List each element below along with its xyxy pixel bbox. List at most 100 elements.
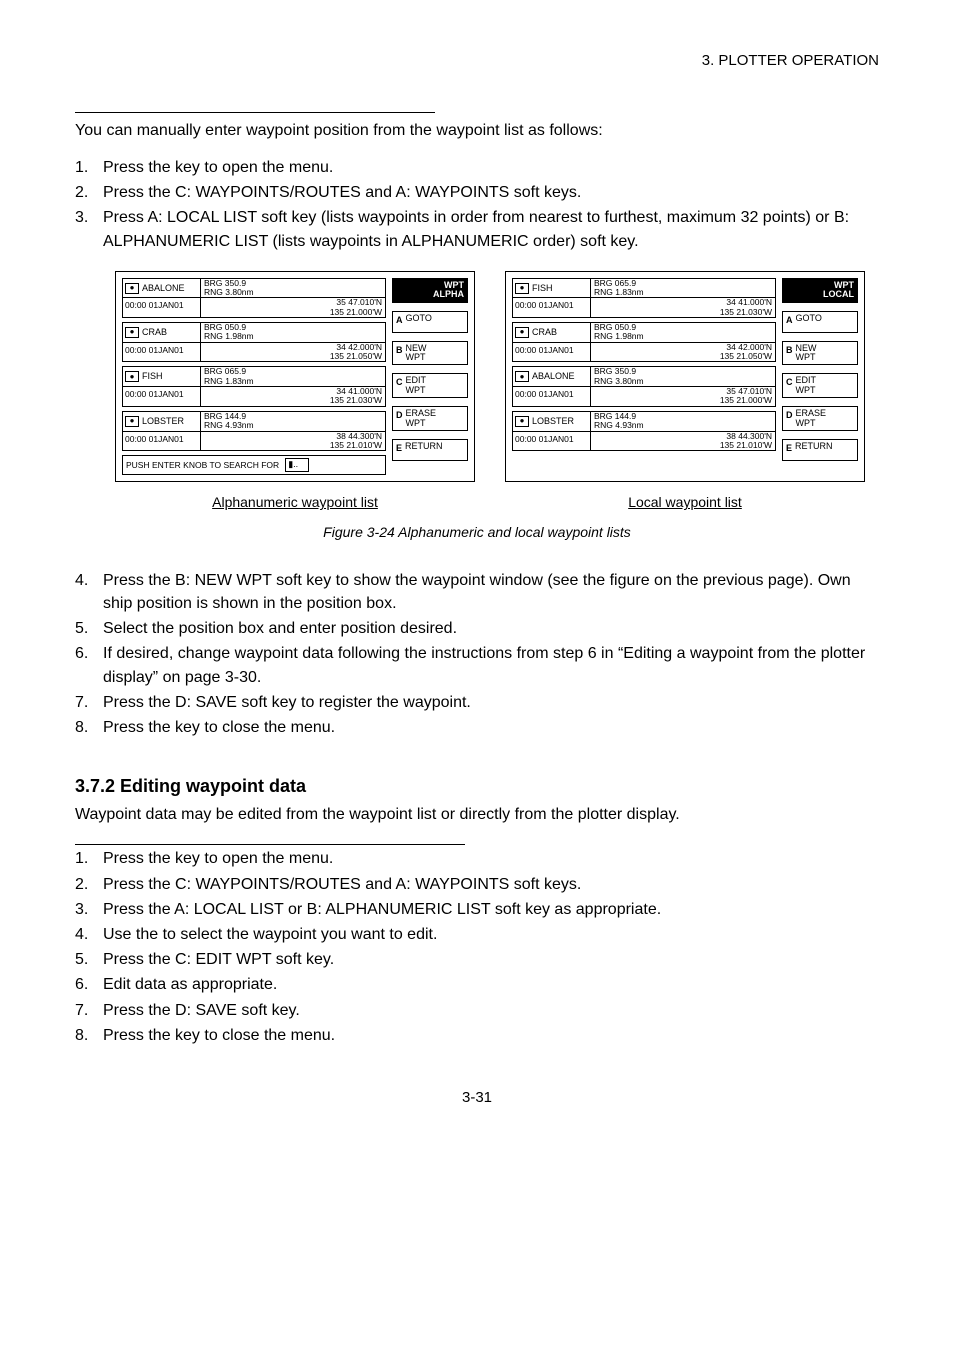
softkey-label: ERASEWPT — [406, 409, 437, 428]
waypoint-coords: 38 44.300'N135 21.010'W — [201, 432, 385, 451]
softkey-B[interactable]: BNEWWPT — [782, 341, 858, 366]
waypoint-item: ● FISH BRG 065.9RNG 1.83nm 00:00 01JAN01… — [122, 366, 386, 406]
waypoint-coords: 38 44.300'N135 21.010'W — [591, 432, 775, 451]
list-item: 8.Press the key to close the menu. — [75, 716, 879, 739]
local-panel: ● FISH BRG 065.9RNG 1.83nm 00:00 01JAN01… — [505, 271, 865, 483]
waypoint-mark-icon: ● — [515, 283, 529, 294]
waypoint-item: ● LOBSTER BRG 144.9RNG 4.93nm 00:00 01JA… — [122, 411, 386, 451]
alpha-panel: ● ABALONE BRG 350.9RNG 3.80nm 00:00 01JA… — [115, 271, 475, 483]
sub-para: Waypoint data may be edited from the way… — [75, 803, 879, 826]
list-item: 2.Press the C: WAYPOINTS/ROUTES and A: W… — [75, 181, 879, 204]
waypoint-coords: 34 41.000'N135 21.030'W — [591, 298, 775, 317]
alpha-caption: Alphanumeric waypoint list — [115, 492, 475, 512]
list-number: 6. — [75, 973, 103, 996]
search-field[interactable]: ▮.. — [285, 458, 309, 472]
list-number: 3. — [75, 898, 103, 921]
list-number: 8. — [75, 1024, 103, 1047]
softkey-C[interactable]: CEDITWPT — [782, 373, 858, 398]
list-text: Press the key to open the menu. — [103, 847, 879, 870]
waypoint-brg-rng: BRG 144.9RNG 4.93nm — [591, 412, 775, 431]
search-label: PUSH ENTER KNOB TO SEARCH FOR — [126, 459, 279, 471]
waypoint-name-cell: ● ABALONE — [123, 279, 201, 298]
softkey-E[interactable]: ERETURN — [782, 439, 858, 461]
waypoint-name: ABALONE — [532, 370, 575, 383]
list-number: 3. — [75, 206, 103, 252]
softkey-letter: D — [786, 409, 793, 422]
softkey-D[interactable]: DERASEWPT — [392, 406, 468, 431]
softkey-label: ERASEWPT — [796, 409, 827, 428]
softkey-title: WPTALPHA — [392, 278, 468, 303]
softkey-letter: C — [396, 376, 403, 389]
softkey-B[interactable]: BNEWWPT — [392, 341, 468, 366]
waypoint-brg-rng: BRG 350.9RNG 3.80nm — [201, 279, 385, 298]
list-number: 1. — [75, 156, 103, 179]
softkey-D[interactable]: DERASEWPT — [782, 406, 858, 431]
diagram-row: ● ABALONE BRG 350.9RNG 3.80nm 00:00 01JA… — [115, 271, 879, 483]
softkey-letter: B — [396, 344, 403, 357]
list-text: Press the D: SAVE soft key. — [103, 999, 879, 1022]
alpha-waypoint-column: ● ABALONE BRG 350.9RNG 3.80nm 00:00 01JA… — [122, 278, 386, 476]
softkey-letter: A — [786, 314, 793, 327]
waypoint-mark-icon: ● — [515, 371, 529, 382]
list-item: 5.Select the position box and enter posi… — [75, 617, 879, 640]
page-number: 3-31 — [75, 1087, 879, 1109]
softkey-A[interactable]: AGOTO — [782, 311, 858, 333]
sub-rule — [75, 844, 465, 845]
softkey-label: NEWWPT — [406, 344, 427, 363]
list-text: Edit data as appropriate. — [103, 973, 879, 996]
list-item: 8.Press the key to close the menu. — [75, 1024, 879, 1047]
waypoint-coords: 35 47.010'N135 21.000'W — [591, 387, 775, 406]
softkey-C[interactable]: CEDITWPT — [392, 373, 468, 398]
softkey-label: GOTO — [406, 314, 432, 323]
softkey-A[interactable]: AGOTO — [392, 311, 468, 333]
alpha-softkey-column: WPTALPHAAGOTOBNEWWPTCEDITWPTDERASEWPTERE… — [392, 278, 468, 476]
waypoint-brg-rng: BRG 065.9RNG 1.83nm — [591, 279, 775, 298]
softkey-label: GOTO — [796, 314, 822, 323]
waypoint-coords: 34 42.000'N135 21.050'W — [591, 343, 775, 362]
list-item: 6.Edit data as appropriate. — [75, 973, 879, 996]
waypoint-mark-icon: ● — [125, 283, 139, 294]
waypoint-name: LOBSTER — [142, 415, 184, 428]
waypoint-mark-icon: ● — [125, 416, 139, 427]
list-item: 3.Press A: LOCAL LIST soft key (lists wa… — [75, 206, 879, 252]
local-softkey-column: WPTLOCAL AGOTO BNEWWPT CEDITWPT DERASEWPT ERE… — [782, 278, 858, 462]
softkey-label: EDITWPT — [406, 376, 427, 395]
list-item: 4.Press the B: NEW WPT soft key to show … — [75, 569, 879, 615]
waypoint-name-cell: ● ABALONE — [513, 367, 591, 386]
waypoint-brg-rng: BRG 144.9RNG 4.93nm — [201, 412, 385, 431]
waypoint-mark-icon: ● — [515, 416, 529, 427]
waypoint-name: LOBSTER — [532, 415, 574, 428]
list-number: 1. — [75, 847, 103, 870]
waypoint-date: 00:00 01JAN01 — [513, 298, 591, 317]
waypoint-date: 00:00 01JAN01 — [513, 343, 591, 362]
waypoint-date: 00:00 01JAN01 — [123, 298, 201, 317]
waypoint-date: 00:00 01JAN01 — [123, 432, 201, 451]
waypoint-date: 00:00 01JAN01 — [513, 432, 591, 451]
waypoint-name-cell: ● CRAB — [513, 323, 591, 342]
waypoint-mark-icon: ● — [125, 371, 139, 382]
softkey-letter: C — [786, 376, 793, 389]
softkey-title: WPTLOCAL — [782, 278, 858, 303]
waypoint-mark-icon: ● — [515, 327, 529, 338]
list-item: 5.Press the C: EDIT WPT soft key. — [75, 948, 879, 971]
local-caption: Local waypoint list — [505, 492, 865, 512]
list-item: 1.Press the key to open the menu. — [75, 847, 879, 870]
list-text: Press the B: NEW WPT soft key to show th… — [103, 569, 879, 615]
list-text: Press the C: EDIT WPT soft key. — [103, 948, 879, 971]
waypoint-name: FISH — [142, 370, 163, 383]
section-rule — [75, 112, 435, 113]
list-number: 4. — [75, 569, 103, 615]
list-text: Press the A: LOCAL LIST or B: ALPHANUMER… — [103, 898, 879, 921]
list-text: Press the key to close the menu. — [103, 716, 879, 739]
softkey-letter: A — [396, 314, 403, 327]
waypoint-mark-icon: ● — [125, 327, 139, 338]
softkey-E[interactable]: ERETURN — [392, 439, 468, 461]
list-text: If desired, change waypoint data followi… — [103, 642, 879, 688]
waypoint-name-cell: ● LOBSTER — [123, 412, 201, 431]
list-text: Press the key to open the menu. — [103, 156, 879, 179]
softkey-letter: B — [786, 344, 793, 357]
list-number: 7. — [75, 691, 103, 714]
list-item: 6.If desired, change waypoint data follo… — [75, 642, 879, 688]
waypoint-date: 00:00 01JAN01 — [123, 343, 201, 362]
waypoint-brg-rng: BRG 350.9RNG 3.80nm — [591, 367, 775, 386]
